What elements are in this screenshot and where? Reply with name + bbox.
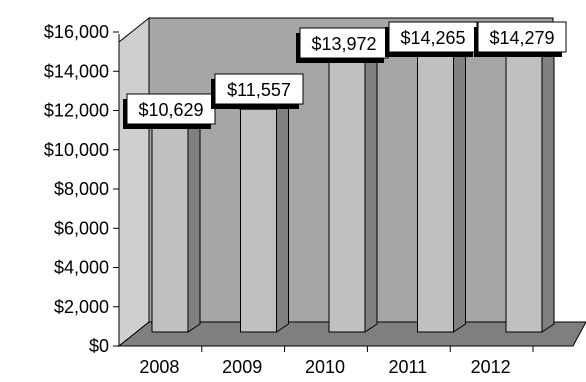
side-wall — [118, 16, 150, 348]
bar-side — [541, 46, 555, 333]
y-tick-label: $4,000 — [54, 258, 109, 278]
bar-side — [364, 52, 378, 333]
bar — [415, 47, 468, 333]
y-tick-label: $14,000 — [44, 61, 109, 81]
y-tick-label: $8,000 — [54, 179, 109, 199]
y-tick-label: $6,000 — [54, 218, 109, 238]
data-label-box — [299, 27, 389, 59]
y-tick-label: $12,000 — [44, 101, 109, 121]
bar-front — [505, 55, 543, 333]
x-category-label: 2011 — [388, 357, 427, 377]
data-label: $14,265 — [385, 21, 478, 57]
data-label-text: $14,279 — [489, 28, 554, 48]
data-label: $14,279 — [474, 21, 567, 57]
x-category-label: 2008 — [139, 357, 179, 377]
data-label: $11,557 — [211, 73, 304, 109]
bar-side — [276, 100, 289, 333]
x-axis-labels: 2008 2009 2010 2011 2012 — [119, 345, 573, 377]
y-tick-label: $0 — [89, 336, 109, 356]
bar-front — [417, 55, 454, 333]
x-category-label: 2012 — [471, 357, 511, 377]
y-tick-label: $2,000 — [54, 297, 109, 317]
bar — [504, 46, 556, 333]
data-label-box — [477, 21, 567, 53]
bar-side — [187, 118, 201, 333]
data-label-text: $10,629 — [138, 100, 203, 120]
data-label-box — [214, 73, 304, 105]
data-label: $13,972 — [296, 27, 389, 63]
x-category-label: 2009 — [222, 357, 262, 377]
bar — [238, 100, 291, 333]
data-label: $10,629 — [123, 93, 216, 129]
bar-front — [240, 108, 277, 333]
data-label-text: $14,265 — [400, 28, 465, 48]
bar-front — [328, 61, 366, 333]
data-label-text: $11,557 — [227, 80, 291, 100]
data-label-box — [126, 93, 216, 125]
data-labels: $10,629 $11,557 $13,972 $14,265 $14,279 — [123, 21, 567, 129]
bar — [327, 52, 379, 333]
y-tick-label: $10,000 — [44, 140, 109, 160]
x-category-label: 2010 — [305, 357, 345, 377]
y-axis: $0 $2,000 $4,000 $6,000 $8,000 $10,000 $12,000… — [44, 22, 120, 356]
y-tick-label: $16,000 — [44, 22, 109, 42]
data-label-text: $13,972 — [311, 34, 376, 54]
bar — [150, 118, 202, 333]
data-label-box — [388, 21, 478, 53]
bar-front — [151, 126, 189, 333]
bar-side — [453, 47, 466, 333]
